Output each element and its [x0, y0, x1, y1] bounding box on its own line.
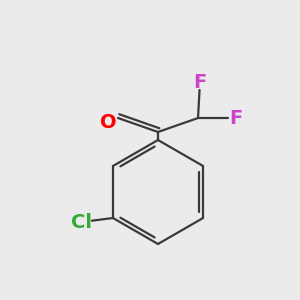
Text: F: F: [230, 109, 243, 128]
Text: O: O: [100, 112, 116, 131]
Text: F: F: [194, 73, 207, 92]
Text: Cl: Cl: [71, 212, 92, 232]
